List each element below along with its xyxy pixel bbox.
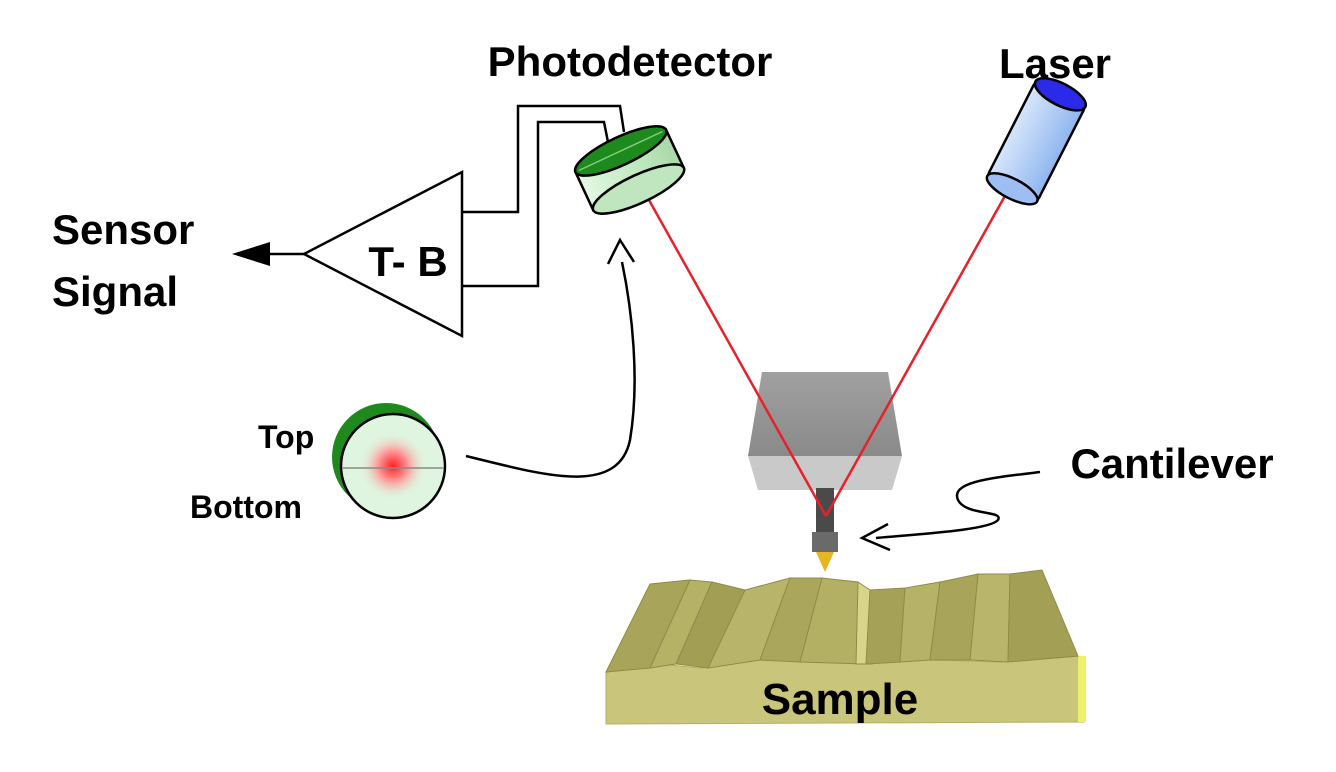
cantilever-tip bbox=[816, 552, 834, 572]
photodetector-split bbox=[578, 130, 663, 172]
laser-aperture bbox=[1033, 77, 1088, 112]
cantilever-arrow bbox=[859, 470, 1041, 552]
laser-beam bbox=[638, 183, 1008, 517]
sample-right-edge bbox=[1078, 656, 1086, 722]
top-label: Top bbox=[258, 419, 314, 455]
output-arrow bbox=[232, 242, 304, 266]
cantilever-label: Cantilever bbox=[1070, 440, 1273, 487]
sensor-signal-label-line1: Sensor bbox=[52, 206, 194, 253]
laser bbox=[985, 77, 1088, 206]
cantilever-tip-mount bbox=[812, 532, 838, 552]
holder-block-bottom bbox=[748, 456, 902, 490]
sample-label: Sample bbox=[762, 675, 919, 724]
incident-beam bbox=[824, 193, 1008, 517]
laser-bottom-cap bbox=[985, 171, 1039, 206]
wire-bottom bbox=[462, 120, 610, 288]
sample-top-surface bbox=[605, 569, 1079, 673]
sample: Sample bbox=[605, 569, 1086, 725]
signal-wires bbox=[462, 104, 626, 288]
differential-amplifier: T- B bbox=[301, 169, 464, 339]
laser-spot bbox=[359, 432, 427, 500]
inset-arrow bbox=[465, 237, 636, 478]
reflected-beam bbox=[638, 183, 828, 517]
sensor-signal-label-line2: Signal bbox=[52, 268, 178, 315]
cantilever-arrow-path bbox=[875, 470, 1041, 540]
photodetector-label: Photodetector bbox=[488, 38, 773, 85]
bottom-label: Bottom bbox=[190, 489, 302, 525]
cantilever-arrowhead bbox=[859, 522, 891, 552]
photodetector bbox=[573, 125, 686, 215]
cantilever-assembly bbox=[748, 372, 902, 572]
holder-block-top bbox=[748, 372, 902, 456]
amplifier-label: T- B bbox=[368, 238, 447, 285]
photodetector-bottom bbox=[591, 163, 686, 215]
inset-arrowhead bbox=[606, 237, 636, 265]
amplifier-triangle bbox=[301, 169, 464, 339]
output-arrowhead bbox=[232, 242, 270, 266]
inset-arrow-path bbox=[465, 261, 636, 478]
laser-label: Laser bbox=[999, 40, 1111, 87]
wire-top bbox=[462, 104, 626, 214]
detector-inset: Top Bottom bbox=[190, 403, 447, 525]
